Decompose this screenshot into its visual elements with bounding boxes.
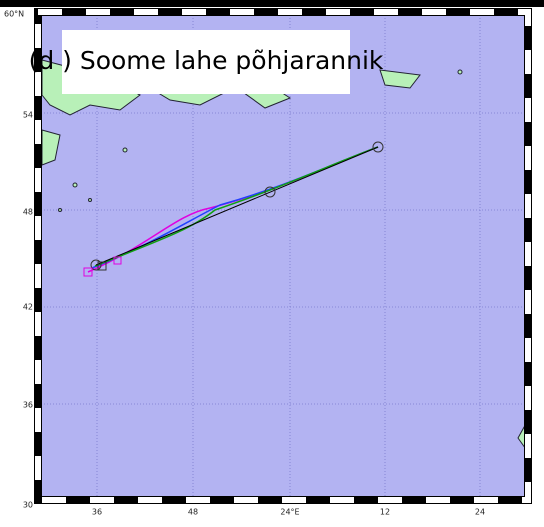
lon-label: 12 [380, 508, 390, 517]
title-box [62, 30, 350, 94]
top-strip [0, 0, 544, 7]
trajectories [83, 141, 384, 277]
lat-label: 30 [23, 501, 33, 510]
lat-label: 48 [23, 208, 33, 217]
lat-label: 60°N [4, 10, 24, 19]
lat-labels: 60°N 54 48 42 36 30 [4, 10, 33, 510]
title: (d ) Soome lahe põhjarannik [29, 46, 384, 75]
frame-dashes [35, 9, 531, 503]
lon-labels: 36 48 24°E 12 24 [92, 508, 485, 517]
lon-label: 24°E [280, 508, 299, 517]
lon-label: 24 [475, 508, 485, 517]
lat-label: 54 [23, 111, 33, 120]
lon-label: 36 [92, 508, 102, 517]
lat-label: 42 [23, 303, 33, 312]
lon-label: 48 [188, 508, 198, 517]
lat-label: 36 [23, 401, 33, 410]
